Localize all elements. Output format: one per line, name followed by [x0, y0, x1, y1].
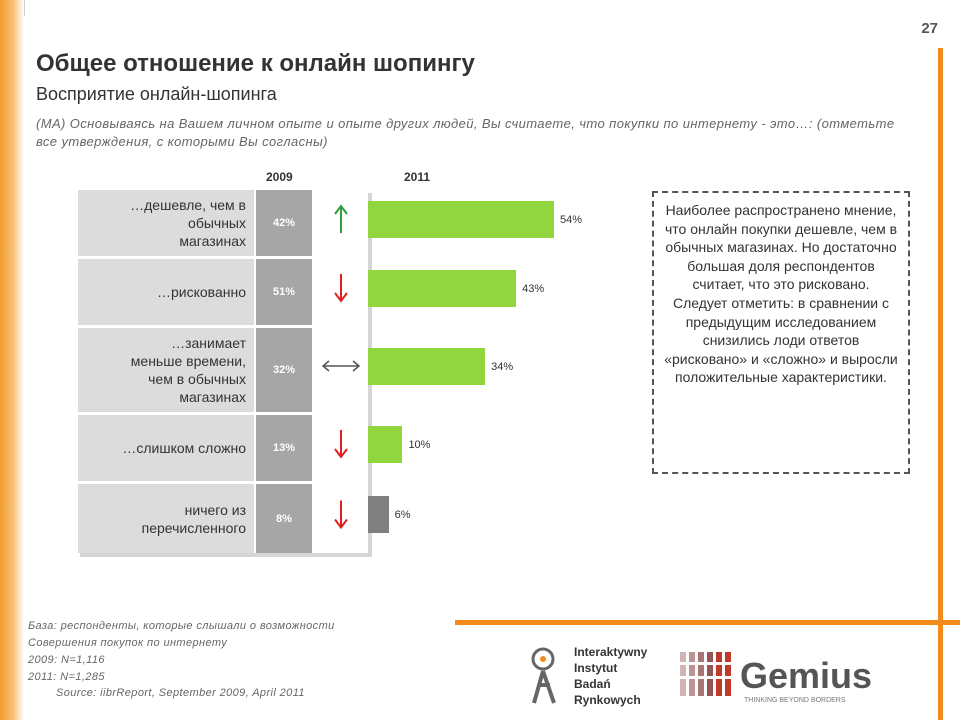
page-number: 27 — [921, 20, 938, 37]
orange-vertical-rule — [938, 48, 943, 720]
orange-horizontal-rule — [455, 620, 960, 625]
source-note: Source: iibrReport, September 2009, Apri… — [56, 687, 305, 699]
page-title: Общее отношение к онлайн шопингу — [36, 50, 475, 77]
sample-2009: 2009: N=1,116 — [28, 654, 105, 666]
bar-value-label: 6% — [394, 509, 411, 521]
arrow-down-icon — [314, 484, 368, 553]
bar-value-label: 54% — [560, 213, 583, 226]
table-row: …дешевле, чем в обычных магазинах 42% — [78, 190, 368, 256]
arrow-up-icon — [314, 190, 368, 256]
arrow-left-right-icon — [314, 328, 368, 412]
bar-value-label: 43% — [522, 282, 545, 295]
base-line-2: Совершения покупок по интернету — [28, 637, 228, 649]
footer-base: База: респонденты, которые слышали о воз… — [28, 618, 335, 686]
gemius-tagline: THINKING BEYOND BORDERS — [744, 697, 846, 704]
table-row: …занимает меньше времени, чем в обычных … — [78, 328, 368, 412]
page-subtitle: Восприятие онлайн-шопинга — [36, 84, 277, 104]
bar-2011 — [368, 496, 389, 533]
base-line-1: База: респонденты, которые слышали о воз… — [28, 620, 335, 632]
bar-2011 — [368, 200, 554, 238]
gemius-name: Gemius — [740, 655, 872, 696]
table-row: ничего из перечисленного 8% — [78, 484, 368, 553]
iibr-logo-text: Interaktywny Instytut Badań Rynkowych — [574, 645, 648, 707]
summary-note: Наиболее распространено мнение, что онла… — [652, 191, 910, 474]
row-label: …занимает меньше времени, чем в обычных … — [78, 328, 254, 412]
gemius-grid-icon — [680, 652, 736, 696]
bar-2011 — [368, 269, 517, 307]
row-label: …слишком сложно — [78, 415, 254, 481]
value-2009: 42% — [256, 190, 312, 256]
row-label: …рискованно — [78, 259, 254, 325]
bar-value-label: 34% — [491, 360, 514, 373]
value-2009: 32% — [256, 328, 312, 412]
sample-2011: 2011: N=1,285 — [28, 671, 105, 683]
bar-value-label: 10% — [408, 438, 431, 451]
value-2009: 13% — [256, 415, 312, 481]
year-2009-header: 2009 — [266, 170, 293, 184]
bar-2011 — [368, 425, 403, 463]
comparison-table: …дешевле, чем в обычных магазинах 42% …рис… — [78, 190, 368, 553]
arrow-down-icon — [314, 415, 368, 481]
row-label: …дешевле, чем в обычных магазинах — [78, 190, 254, 256]
year-2011-header: 2011 — [404, 170, 431, 184]
left-gradient-decoration — [0, 0, 24, 720]
row-label: ничего из перечисленного — [78, 484, 254, 553]
arrow-down-icon — [314, 259, 368, 325]
value-2009: 51% — [256, 259, 312, 325]
iibr-logo-icon — [531, 647, 556, 704]
top-divider — [24, 0, 25, 16]
survey-question: (MA) Основываясь на Вашем личном опыте и… — [36, 116, 895, 149]
bar-2011 — [368, 347, 486, 385]
table-row: …слишком сложно 13% — [78, 415, 368, 481]
gemius-logo: Gemius THINKING BEYOND BORDERS — [680, 652, 872, 704]
value-2009: 8% — [256, 484, 312, 553]
table-row: …рискованно 51% — [78, 259, 368, 325]
